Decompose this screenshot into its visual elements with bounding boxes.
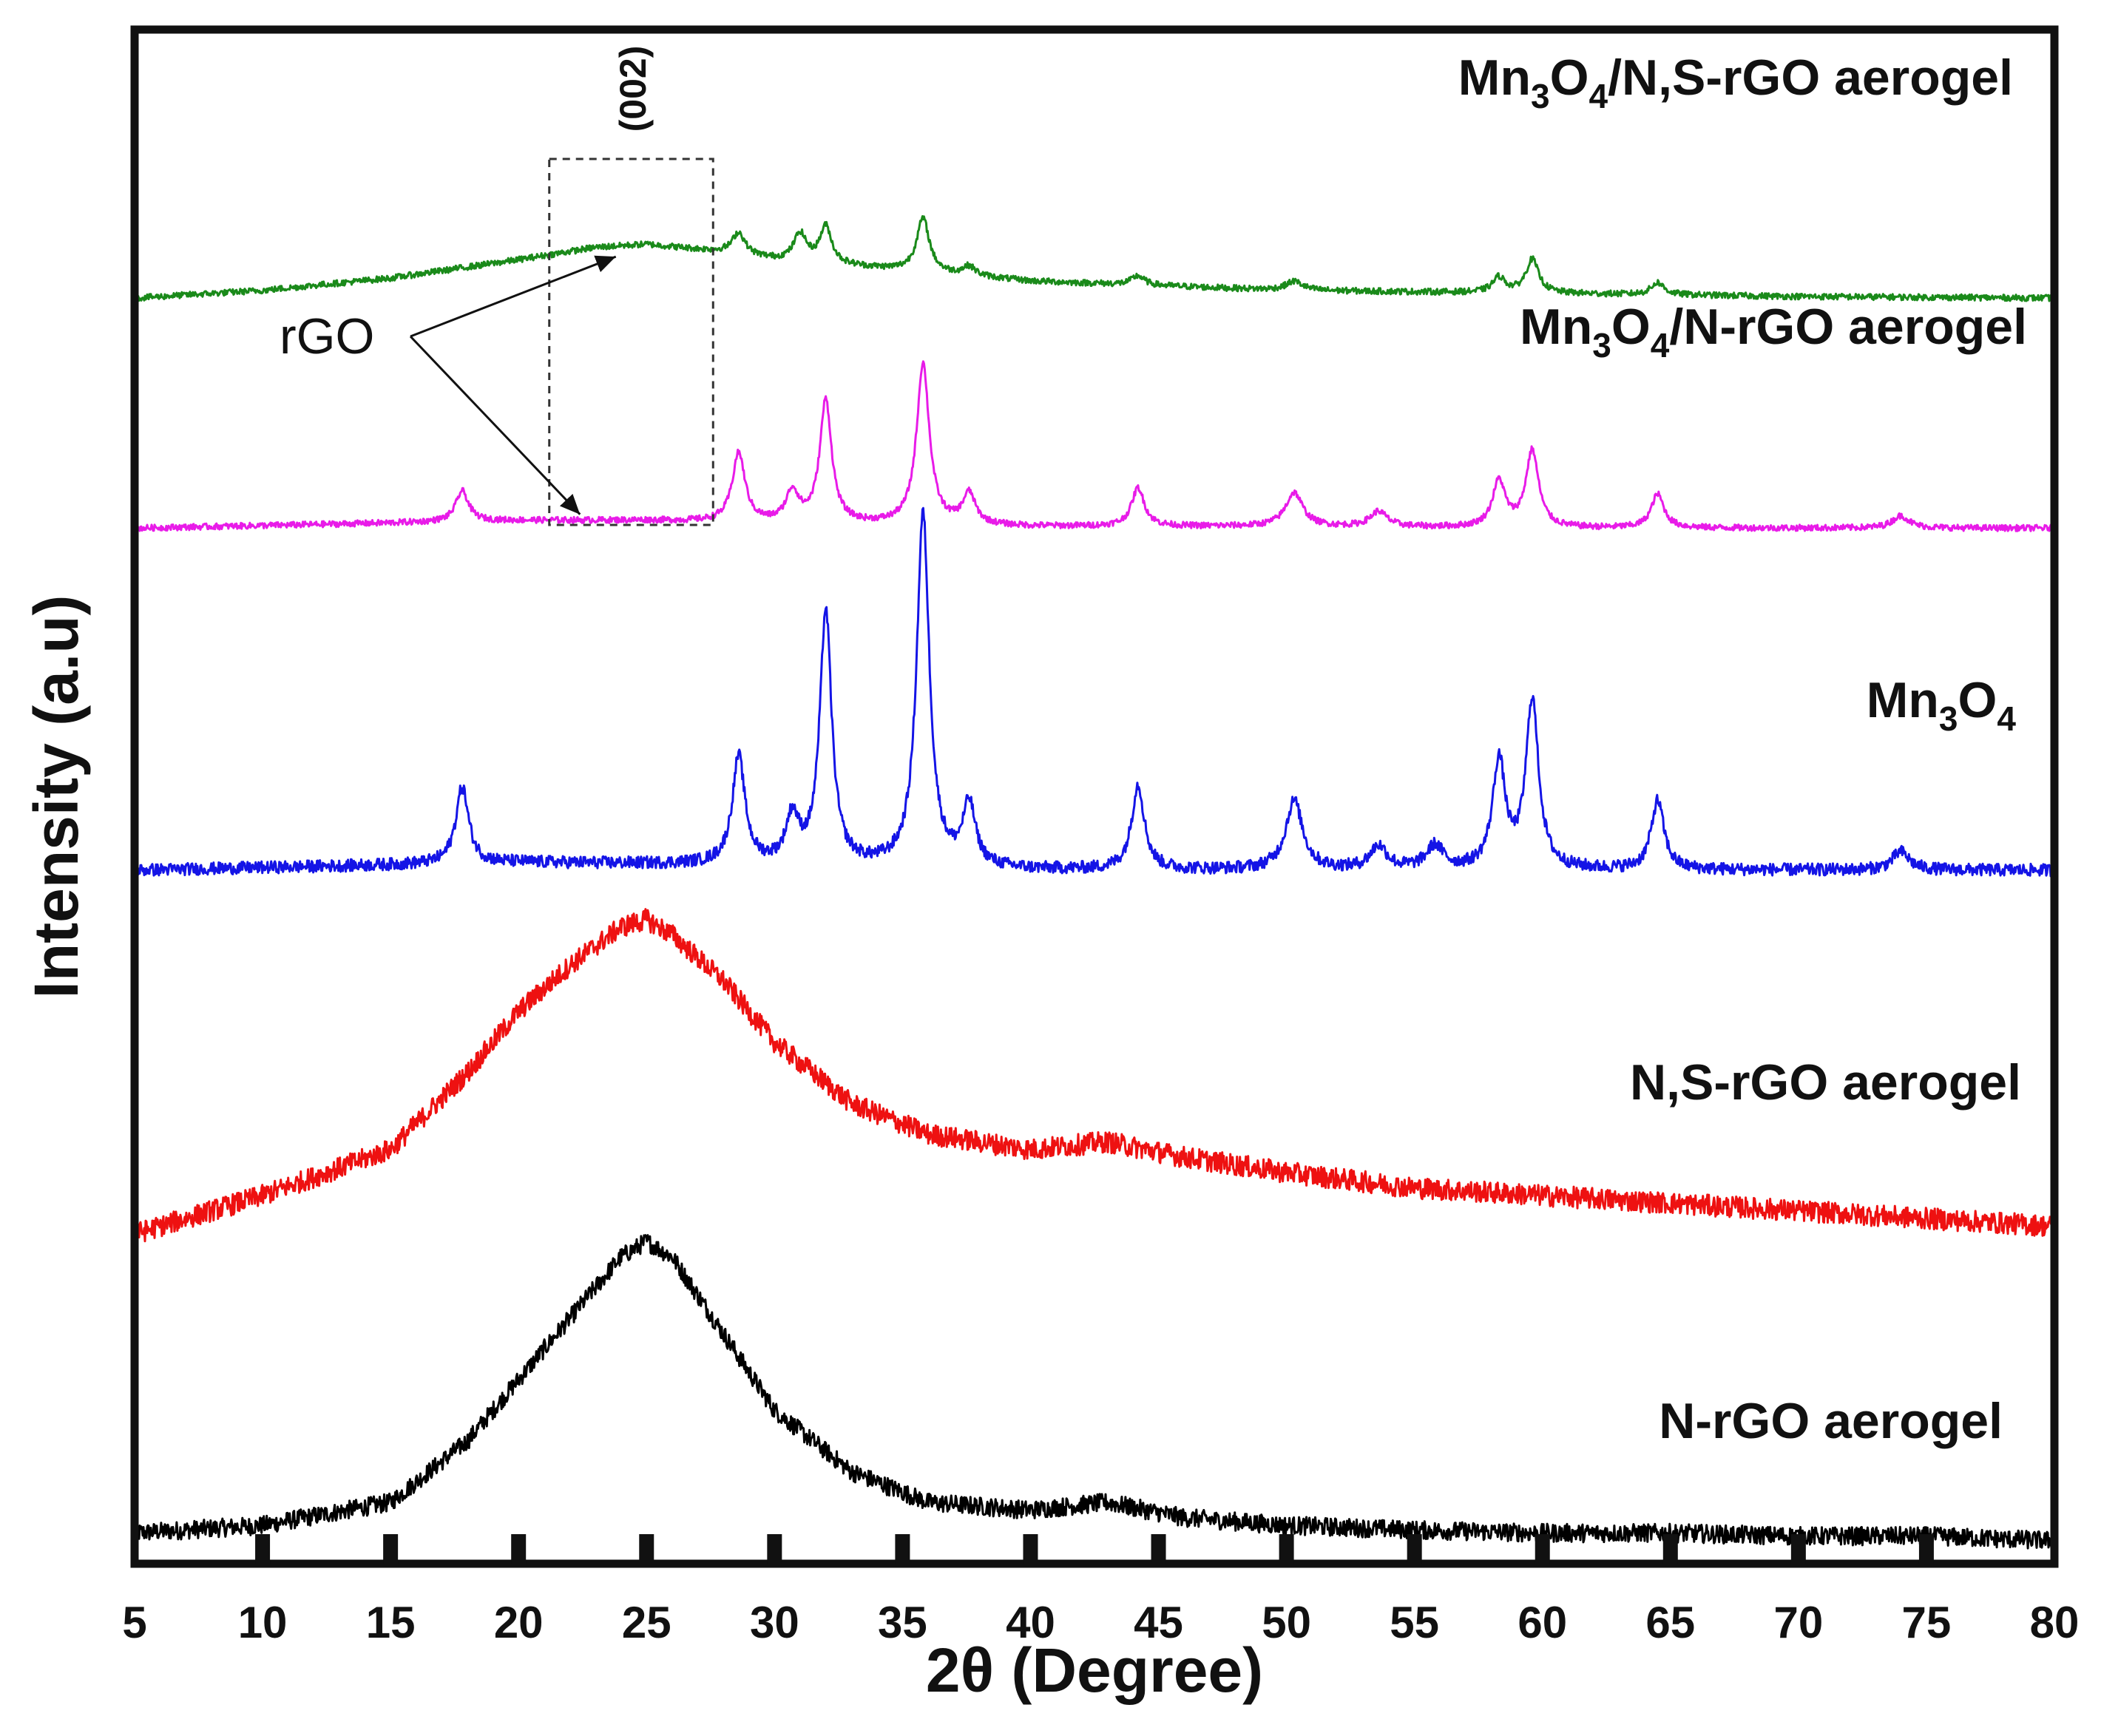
x-tick-label: 60 (1518, 1598, 1567, 1647)
series-line-3 (133, 360, 2056, 532)
x-tick-label: 45 (1134, 1598, 1183, 1647)
x-tick-label: 50 (1262, 1598, 1311, 1647)
rgo-highlight-box (548, 157, 714, 526)
x-tick-label: 55 (1390, 1598, 1439, 1647)
x-axis-ticks: 5 10 15 20 25 30 35 40 45 50 55 60 65 70 75 80 (122, 1534, 2079, 1647)
x-tick-label: 5 (122, 1598, 146, 1647)
x-tick-label: 65 (1645, 1598, 1695, 1647)
x-tick-label: 40 (1006, 1598, 1055, 1647)
y-axis-title: Intensity (a.u) (21, 594, 91, 998)
series-line-0 (133, 1234, 2056, 1550)
series-line-2 (133, 506, 2056, 878)
x-tick-label: 35 (878, 1598, 927, 1647)
series-line-1 (133, 908, 2056, 1243)
series-label: Mn3O4/N,S-rGO aerogel (1458, 50, 2013, 115)
x-tick-label: 70 (1773, 1598, 1823, 1647)
series-label: N-rGO aerogel (1659, 1393, 2003, 1449)
x-tick-label: 30 (750, 1598, 799, 1647)
x-tick-label: 80 (2030, 1598, 2080, 1647)
series-label: Mn3O4 (1867, 672, 2017, 738)
annotation-layer: (002) rGO (280, 46, 714, 526)
rgo-arrow (410, 255, 617, 338)
x-tick-label: 15 (366, 1598, 416, 1647)
series-label: Mn3O4/N-rGO aerogel (1520, 299, 2027, 365)
series-layer (133, 215, 2056, 1550)
series-label: N,S-rGO aerogel (1630, 1054, 2021, 1111)
peak-002-label: (002) (612, 46, 654, 132)
rgo-arrow (409, 335, 581, 515)
series-line-4 (133, 215, 2056, 302)
series-labels: N-rGO aerogel N,S-rGO aerogel Mn3O4 Mn3O4/N… (1458, 50, 2027, 1449)
rgo-label: rGO (280, 308, 374, 365)
x-tick-label: 75 (1902, 1598, 1952, 1647)
x-tick-label: 10 (238, 1598, 288, 1647)
plot-frame (130, 25, 2059, 1568)
x-axis-title: 2θ (Degree) (926, 1635, 1263, 1705)
x-tick-label: 25 (622, 1598, 671, 1647)
x-tick-label: 20 (494, 1598, 544, 1647)
